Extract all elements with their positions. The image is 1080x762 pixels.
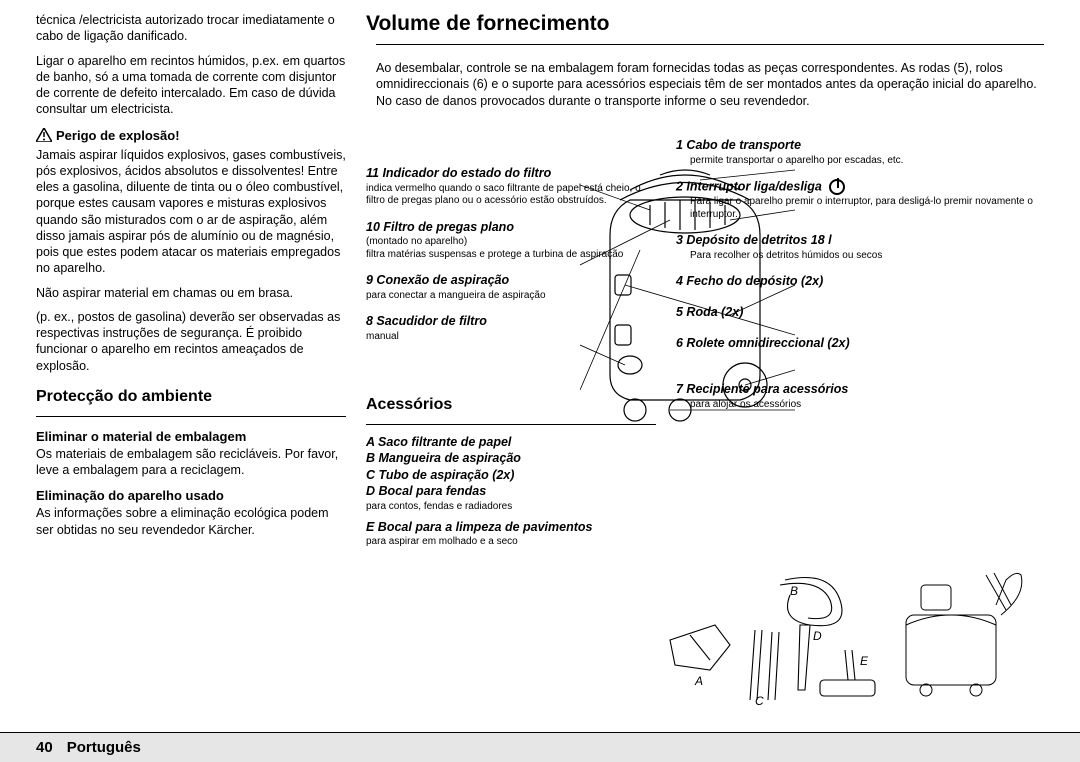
env-heading: Protecção do ambiente [36,388,346,406]
page-footer: 40 Português [0,732,1080,762]
accessories-diagram: B D A C E [660,570,880,710]
accessory-storage-diagram [876,565,1036,720]
main-title: Volume de fornecimento [366,12,656,36]
env-dispose-body: As informações sobre a eliminação ecológ… [36,505,346,538]
label-b: B [790,584,798,598]
vacuum-diagram [580,135,795,445]
warning-body: Jamais aspirar líquidos explosivos, gase… [36,147,346,277]
label-e: E [860,654,869,668]
label-d: D [813,629,822,643]
warning-title: Perigo de explosão! [36,128,346,145]
env-pack-body: Os materiais de embalagem são reciclávei… [36,446,346,479]
acc-e-note: para aspirar em molhado e a seco [366,536,656,549]
para-flames: Não aspirar material em chamas ou em bra… [36,285,346,301]
left-column: técnica /electricista autorizado trocar … [36,12,346,710]
page-number: 40 [36,739,53,756]
rule [36,416,346,417]
footer-language: Português [67,739,141,756]
intro-text: Ao desembalar, controle se na embalagem … [376,60,1044,109]
power-icon [829,179,845,195]
para-humidity: Ligar o aparelho em recintos húmidos, p.… [36,53,346,118]
warning-icon [36,128,52,145]
para-gasstation: (p. ex., postos de gasolina) deverão ser… [36,309,346,374]
acc-e: E Bocal para a limpeza de pavimentos [366,520,656,536]
acc-d: D Bocal para fendas [366,484,656,500]
warning-title-text: Perigo de explosão! [56,128,180,143]
acc-c: C Tubo de aspiração (2x) [366,468,656,484]
label-a: A [694,674,703,688]
acc-b: B Mangueira de aspiração [366,451,656,467]
rule-main [376,44,1044,45]
para-cable: técnica /electricista autorizado trocar … [36,12,346,45]
label-c: C [755,694,764,708]
env-dispose-title: Eliminação do aparelho usado [36,488,346,503]
acc-d-note: para contos, fendas e radiadores [366,501,656,514]
env-pack-title: Eliminar o material de embalagem [36,429,346,444]
